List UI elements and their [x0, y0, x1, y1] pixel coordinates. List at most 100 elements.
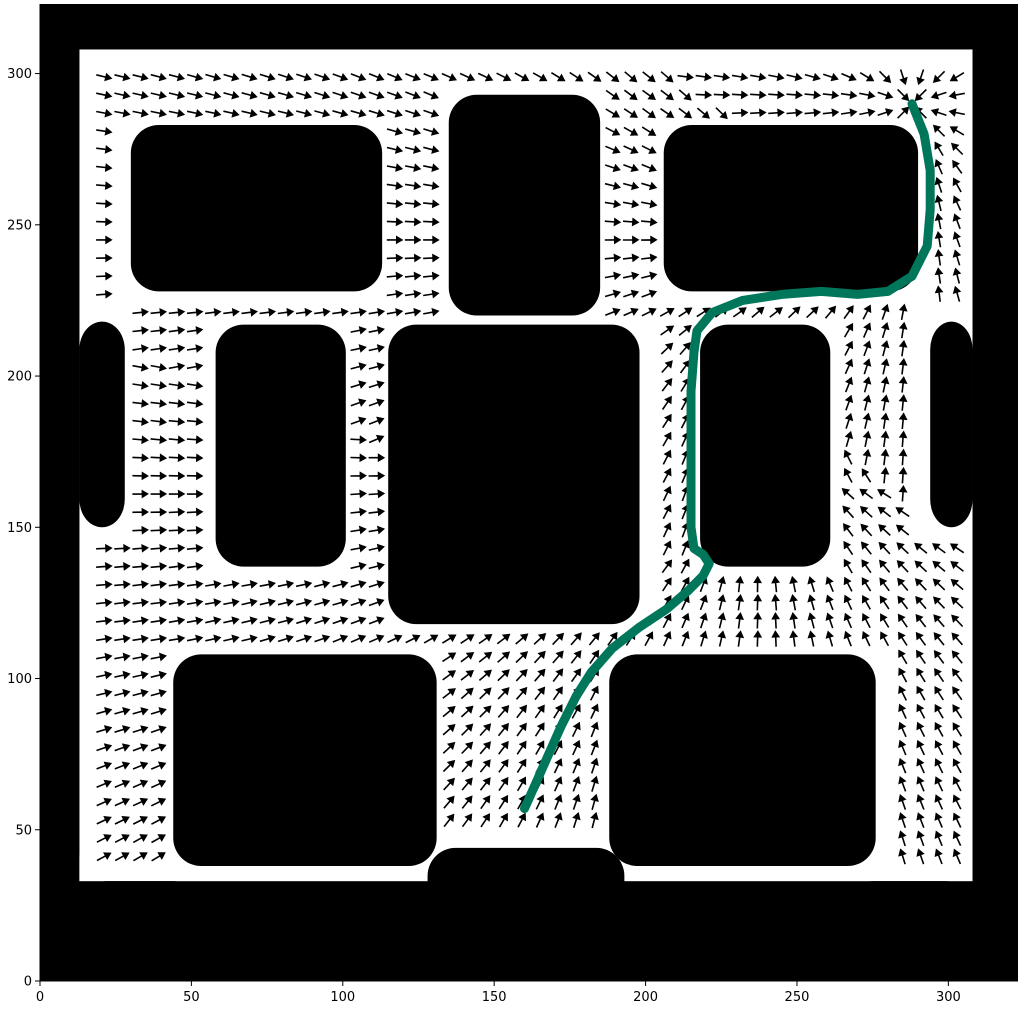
field-arrow — [934, 668, 945, 683]
field-arrow — [277, 109, 295, 118]
field-arrow — [168, 417, 186, 426]
field-arrow — [223, 90, 240, 100]
field-arrow — [332, 109, 349, 118]
field-arrow — [572, 739, 581, 756]
field-arrow — [132, 380, 149, 390]
field-arrow — [441, 72, 458, 82]
field-arrow — [277, 72, 294, 82]
field-arrow — [934, 685, 944, 701]
field-arrow — [114, 670, 131, 680]
field-arrow — [916, 794, 925, 810]
field-arrow — [553, 758, 563, 774]
field-arrow — [259, 72, 276, 82]
field-arrow — [223, 72, 240, 82]
field-arrow — [842, 505, 855, 519]
field-arrow — [881, 303, 890, 320]
field-arrow — [368, 580, 385, 589]
field-arrow — [132, 525, 149, 535]
field-arrow — [442, 670, 457, 681]
field-arrow — [314, 91, 331, 100]
field-arrow — [696, 107, 710, 119]
field-arrow — [605, 71, 620, 83]
field-arrow — [151, 834, 166, 844]
field-arrow — [114, 598, 131, 608]
field-arrow — [277, 634, 294, 643]
field-arrow — [423, 127, 440, 136]
field-arrow — [96, 126, 113, 136]
field-arrow — [950, 561, 964, 572]
x-tick-label: 250 — [785, 990, 810, 1005]
field-arrow — [932, 124, 946, 137]
field-arrow — [368, 398, 385, 407]
field-arrow — [914, 578, 927, 591]
field-arrow — [461, 741, 474, 755]
field-arrow — [96, 652, 113, 662]
field-arrow — [859, 72, 875, 82]
field-arrow — [423, 199, 440, 209]
field-arrow — [681, 612, 690, 629]
field-arrow — [822, 72, 839, 82]
field-arrow — [295, 91, 313, 100]
field-arrow — [934, 848, 943, 865]
field-arrow — [223, 580, 240, 589]
field-arrow — [604, 271, 622, 281]
field-arrow — [934, 267, 944, 284]
field-arrow — [604, 199, 622, 209]
field-arrow — [622, 253, 640, 263]
field-arrow — [314, 109, 331, 118]
field-arrow — [132, 670, 149, 680]
field-arrow — [880, 466, 890, 484]
field-arrow — [186, 562, 204, 571]
field-arrow — [223, 307, 240, 317]
field-arrow — [660, 89, 674, 101]
field-arrow — [386, 145, 404, 154]
field-arrow — [840, 108, 858, 118]
field-arrow — [423, 145, 440, 154]
field-arrow — [96, 725, 113, 734]
field-arrow — [934, 740, 944, 756]
field-arrow — [844, 340, 854, 356]
field-arrow — [713, 90, 731, 100]
field-arrow — [859, 90, 876, 100]
field-arrow — [205, 90, 222, 100]
field-arrow — [622, 235, 640, 245]
field-arrow — [132, 90, 149, 100]
field-arrow — [96, 598, 113, 608]
field-arrow — [880, 394, 890, 411]
field-arrow — [404, 199, 422, 209]
field-arrow — [590, 793, 599, 811]
field-arrow — [150, 108, 167, 118]
field-arrow — [478, 669, 492, 682]
field-arrow — [405, 634, 421, 644]
field-arrow — [223, 108, 240, 118]
field-arrow — [241, 90, 258, 100]
field-arrow — [641, 253, 658, 263]
field-arrow — [590, 811, 599, 829]
field-arrow — [442, 688, 456, 699]
field-arrow — [150, 90, 167, 100]
field-arrow — [368, 73, 385, 82]
field-arrow — [168, 90, 186, 100]
x-tick-label: 200 — [633, 990, 658, 1005]
field-arrow — [404, 271, 422, 281]
field-arrow — [461, 723, 474, 736]
obstacle — [173, 654, 437, 867]
field-arrow — [753, 612, 763, 629]
field-arrow — [150, 417, 168, 427]
field-arrow — [844, 394, 854, 411]
field-arrow — [786, 108, 803, 118]
field-arrow — [460, 651, 475, 663]
field-arrow — [660, 325, 675, 336]
field-arrow — [859, 488, 874, 500]
field-arrow — [948, 90, 965, 100]
x-tick-label: 150 — [482, 990, 507, 1005]
field-arrow — [479, 687, 492, 700]
field-arrow — [898, 376, 908, 393]
field-arrow — [933, 650, 945, 664]
field-arrow — [552, 650, 564, 664]
field-arrow — [516, 704, 528, 719]
field-arrow — [114, 852, 130, 862]
field-arrow — [350, 507, 367, 517]
field-arrow — [881, 322, 890, 339]
field-arrow — [898, 739, 907, 756]
